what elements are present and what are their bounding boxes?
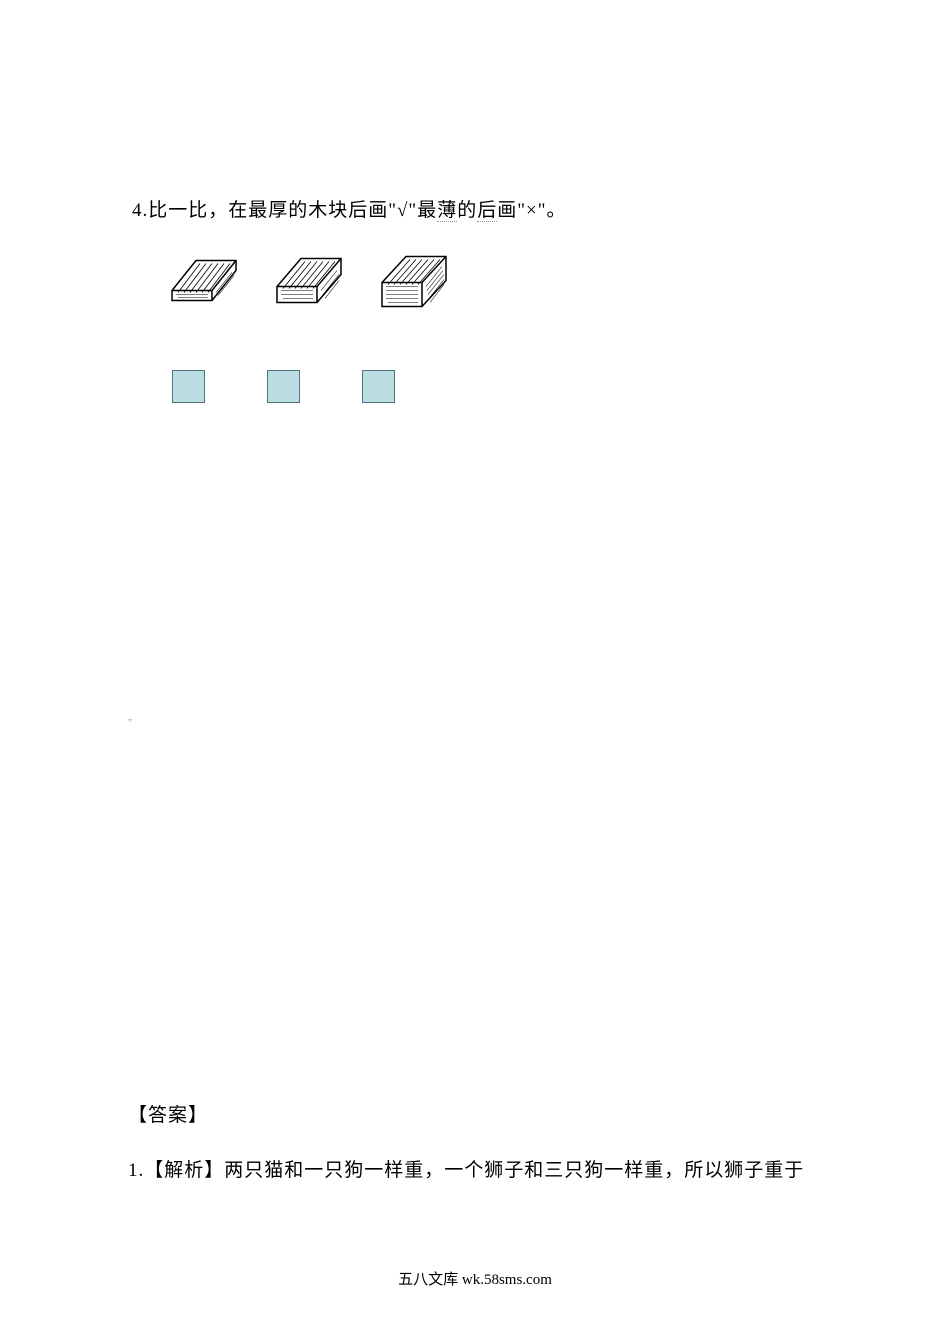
- question-number: 4.: [132, 200, 148, 221]
- answer-item-line: 1.【解析】两只猫和一只狗一样重，一个狮子和三只狗一样重，所以狮子重于: [128, 1155, 804, 1182]
- page-footer: 五八文库 wk.58sms.com: [0, 1268, 950, 1289]
- answer-item-label: 【解析】: [144, 1160, 224, 1181]
- answer-item-text-1: 两只猫和一只狗一样重，一个狮子和三只狗一样重，所以狮子: [224, 1160, 764, 1181]
- wood-blocks-row: [164, 250, 454, 315]
- question-dotted-1: 薄: [437, 200, 457, 222]
- question-text-2: 的: [457, 200, 477, 221]
- answer-box-3[interactable]: [362, 370, 395, 403]
- wood-block-thick: [374, 250, 454, 315]
- question-text-1: 比一比，在最厚的木块后画"√"最: [148, 200, 437, 221]
- question-dotted-2: 后: [477, 200, 497, 222]
- footer-text: 五八文库 wk.58sms.com: [398, 1272, 552, 1288]
- question-line: 4.比一比，在最厚的木块后画"√"最薄的后画"×"。: [132, 195, 566, 222]
- wood-block-medium: [269, 250, 349, 315]
- answer-item-number: 1.: [128, 1160, 144, 1181]
- question-text-3: 画"×"。: [497, 200, 566, 221]
- answer-box-1[interactable]: [172, 370, 205, 403]
- wood-block-thin: [164, 250, 244, 315]
- quote-mark-icon: „: [128, 712, 132, 723]
- answer-item-text-2: 重于: [764, 1160, 804, 1181]
- answer-heading: 【答案】: [128, 1100, 208, 1127]
- answer-box-2[interactable]: [267, 370, 300, 403]
- answer-boxes-row: [172, 370, 395, 403]
